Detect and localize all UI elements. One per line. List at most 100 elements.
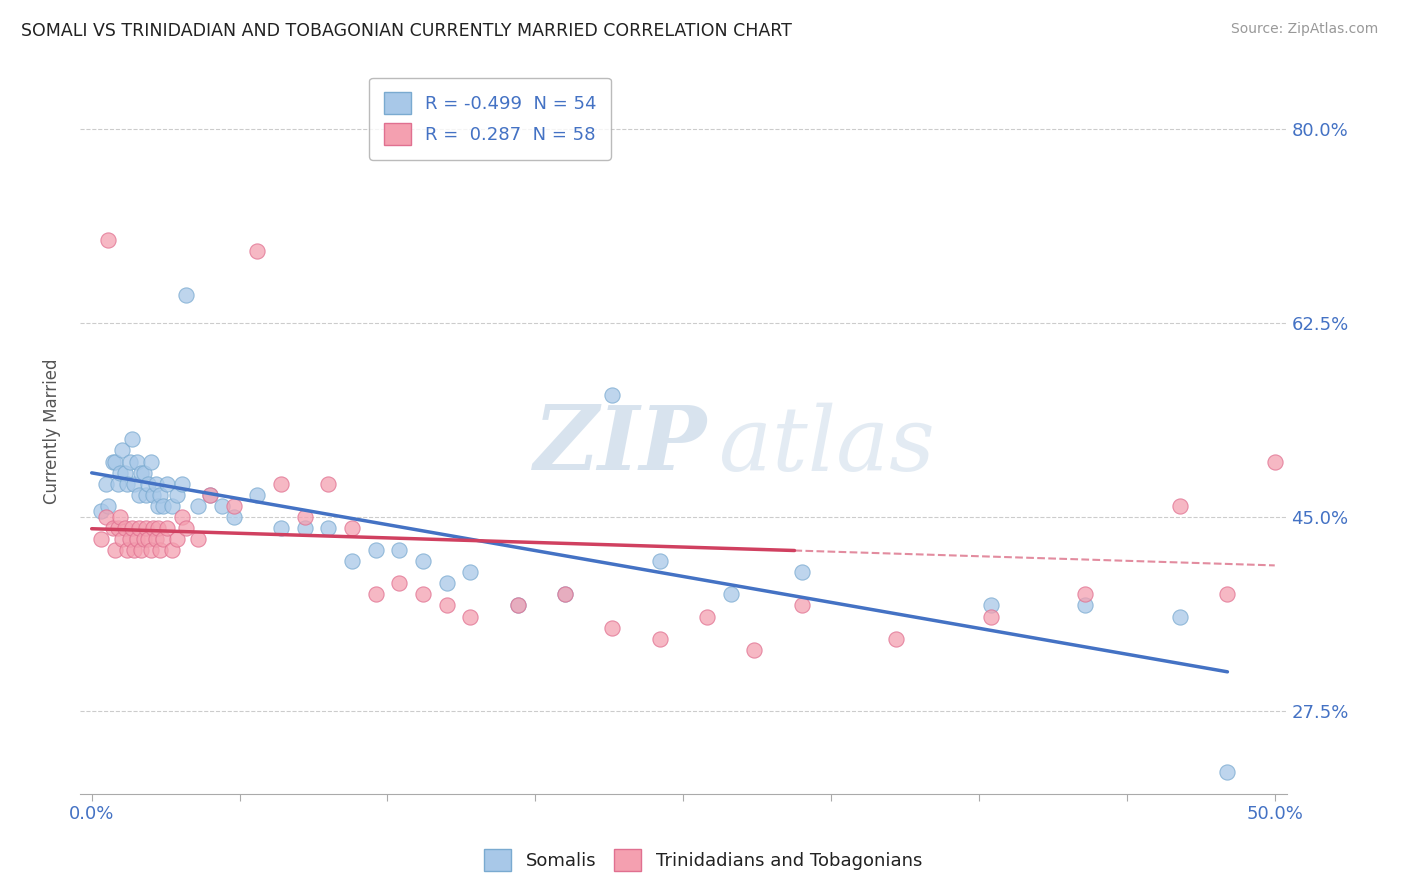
Point (132, 532, 155, 546)
Point (128, 521, 150, 535)
Point (170, 509, 193, 524)
Point (340, 554, 363, 568)
Point (160, 499, 183, 513)
Point (156, 521, 179, 535)
Point (166, 488, 188, 502)
Point (166, 532, 188, 546)
Point (436, 599, 458, 613)
Point (118, 532, 141, 546)
Point (270, 476, 292, 491)
Point (458, 566, 481, 580)
Point (198, 488, 221, 502)
Point (412, 587, 434, 601)
Point (97, 233, 120, 247)
Point (1358, 421, 1381, 435)
Point (170, 476, 193, 491)
Point (554, 587, 576, 601)
Point (742, 642, 765, 657)
Text: Source: ZipAtlas.com: Source: ZipAtlas.com (1230, 22, 1378, 37)
Legend: R = -0.499  N = 54, R =  0.287  N = 58: R = -0.499 N = 54, R = 0.287 N = 58 (370, 78, 612, 160)
Point (506, 599, 529, 613)
Point (412, 554, 434, 568)
Point (121, 433, 143, 447)
Point (145, 532, 167, 546)
Point (1168, 609, 1191, 624)
Point (101, 521, 124, 535)
Point (506, 599, 529, 613)
Point (142, 488, 165, 502)
Point (131, 543, 153, 558)
Point (125, 532, 148, 546)
Point (145, 476, 167, 491)
Point (121, 521, 143, 535)
Point (108, 466, 131, 480)
Point (135, 521, 157, 535)
Point (111, 532, 134, 546)
Point (94, 509, 117, 524)
Point (160, 543, 183, 558)
Point (146, 521, 169, 535)
Point (1264, 454, 1286, 468)
Point (246, 244, 269, 259)
Point (114, 466, 136, 480)
Point (364, 587, 387, 601)
Point (138, 532, 160, 546)
Point (436, 576, 458, 591)
Point (364, 543, 387, 558)
Point (222, 499, 245, 513)
Point (980, 609, 1002, 624)
Point (648, 632, 671, 646)
Point (118, 454, 141, 468)
Point (790, 599, 813, 613)
Point (152, 499, 174, 513)
Point (246, 488, 269, 502)
Point (1168, 499, 1191, 513)
Point (139, 543, 162, 558)
Point (187, 532, 209, 546)
Point (270, 521, 292, 535)
Point (1074, 599, 1097, 613)
Point (176, 288, 198, 302)
Point (107, 521, 129, 535)
Point (980, 599, 1002, 613)
Point (696, 609, 718, 624)
Point (600, 621, 623, 635)
Point (132, 466, 155, 480)
Point (108, 509, 131, 524)
Point (94, 476, 117, 491)
Point (790, 566, 813, 580)
Y-axis label: Currently Married: Currently Married (44, 359, 60, 504)
Point (128, 488, 150, 502)
Point (104, 454, 127, 468)
Point (125, 454, 148, 468)
Point (97, 499, 120, 513)
Point (90, 532, 112, 546)
Point (142, 521, 165, 535)
Point (458, 609, 481, 624)
Point (111, 443, 134, 458)
Point (222, 509, 245, 524)
Text: ZIP: ZIP (534, 402, 707, 489)
Point (149, 488, 172, 502)
Point (176, 521, 198, 535)
Point (124, 476, 146, 491)
Point (104, 543, 127, 558)
Point (107, 476, 129, 491)
Point (648, 554, 671, 568)
Point (114, 521, 136, 535)
Legend: Somalis, Trinidadians and Tobagonians: Somalis, Trinidadians and Tobagonians (477, 842, 929, 879)
Point (138, 476, 160, 491)
Point (1310, 443, 1333, 458)
Text: atlas: atlas (720, 402, 935, 489)
Point (1216, 587, 1239, 601)
Point (318, 521, 340, 535)
Point (294, 521, 316, 535)
Point (115, 543, 138, 558)
Point (131, 466, 153, 480)
Point (101, 454, 124, 468)
Point (388, 576, 411, 591)
Point (720, 587, 742, 601)
Point (388, 543, 411, 558)
Point (149, 543, 172, 558)
Point (187, 499, 209, 513)
